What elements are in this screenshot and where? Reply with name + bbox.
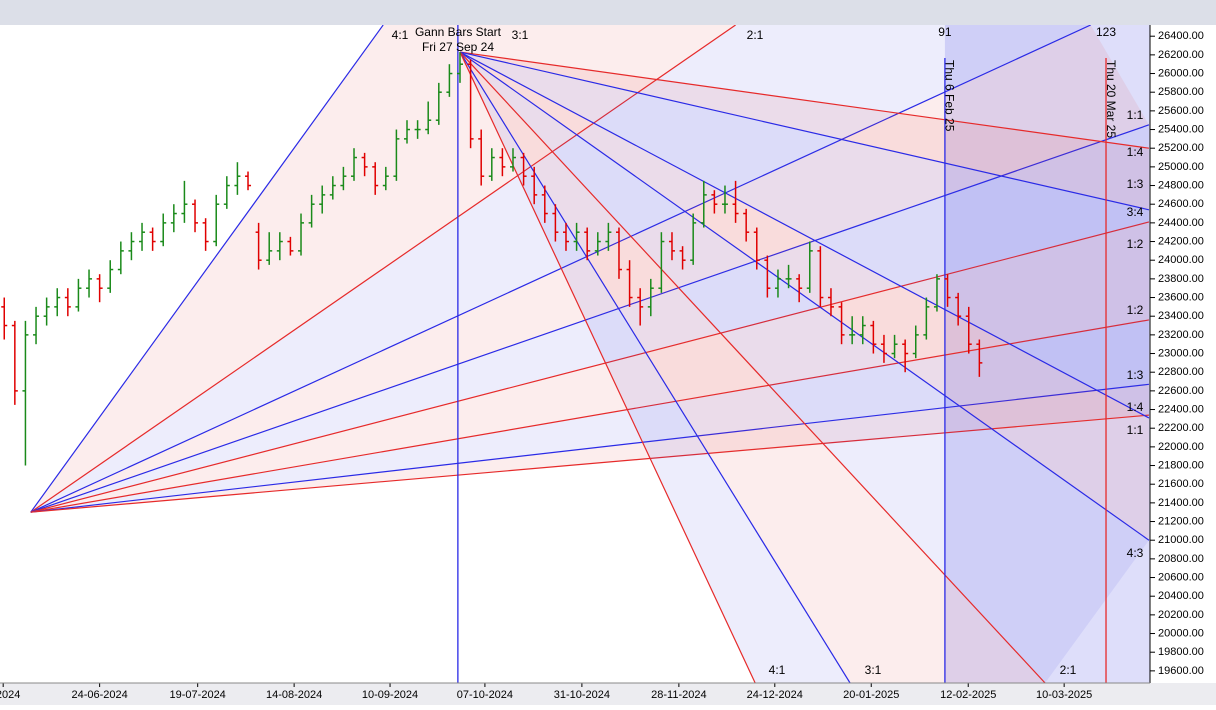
plot-layer (1, 25, 1150, 683)
x-tick-label: 19-07-2024 (170, 689, 226, 701)
y-tick-label: 26200.00 (1158, 49, 1204, 61)
y-tick-label: 19600.00 (1158, 665, 1204, 677)
y-tick-label: 22200.00 (1158, 422, 1204, 434)
fan-line (30, 25, 736, 513)
fan-line (459, 51, 1150, 149)
fan-label: 2:1 (1060, 663, 1077, 677)
overlay-layer: Thu 6 Feb 25 91 Thu 20 Mar 25 123 4:1 3:1 2:1 1… (0, 25, 1204, 701)
y-tick-label: 24000.00 (1158, 254, 1204, 266)
y-tick-label: 22000.00 (1158, 441, 1204, 453)
x-axis-panel (0, 683, 1216, 705)
y-tick-label: 24800.00 (1158, 179, 1204, 191)
fan-label: 1:3 (1127, 177, 1144, 191)
fan-line (30, 383, 1150, 513)
y-tick-label: 21200.00 (1158, 515, 1204, 527)
x-tick-label: 5-2024 (0, 689, 20, 701)
fan-label: 1:2 (1127, 303, 1144, 317)
y-tick-label: 24400.00 (1158, 217, 1204, 229)
y-tick-label: 24600.00 (1158, 198, 1204, 210)
y-tick-label: 22600.00 (1158, 385, 1204, 397)
bar-count: 123 (1096, 25, 1116, 39)
fan-label: 4:1 (392, 28, 409, 42)
fan-label: 4:3 (1127, 546, 1144, 560)
y-tick-label: 20600.00 (1158, 571, 1204, 583)
fan-label: 1:4 (1127, 400, 1144, 414)
fan-label: 3:1 (865, 663, 882, 677)
y-tick-label: 25000.00 (1158, 161, 1204, 173)
time-label: Thu 20 Mar 25 (1104, 60, 1118, 138)
y-tick-label: 21600.00 (1158, 478, 1204, 490)
x-tick-label: 20-01-2025 (843, 689, 899, 701)
fan-label: 1:1 (1127, 423, 1144, 437)
y-tick-label: 21400.00 (1158, 497, 1204, 509)
x-tick-label: 10-03-2025 (1036, 689, 1092, 701)
x-tick-label: 24-06-2024 (71, 689, 127, 701)
x-tick-label: 10-09-2024 (362, 689, 418, 701)
y-tick-label: 26400.00 (1158, 30, 1204, 42)
fan-label: 1:4 (1127, 145, 1144, 159)
y-tick-label: 21800.00 (1158, 459, 1204, 471)
fan-line (459, 51, 1150, 541)
fan-label: 2:1 (747, 28, 764, 42)
x-tick-label: 14-08-2024 (266, 689, 322, 701)
fan-line (30, 319, 1150, 513)
bar-count: 91 (938, 25, 952, 39)
chart-subtitle: Fri 27 Sep 24 (422, 40, 494, 54)
y-tick-label: 23600.00 (1158, 291, 1204, 303)
y-tick-label: 21000.00 (1158, 534, 1204, 546)
y-tick-label: 20000.00 (1158, 627, 1204, 639)
fan-label: 4:1 (769, 663, 786, 677)
y-tick-label: 25400.00 (1158, 123, 1204, 135)
y-tick-label: 23200.00 (1158, 329, 1204, 341)
x-tick-label: 31-10-2024 (554, 689, 610, 701)
fan-label: 1:2 (1127, 237, 1144, 251)
fan-line (30, 124, 1150, 513)
y-tick-label: 20800.00 (1158, 553, 1204, 565)
fan-line (30, 25, 384, 513)
y-axis-panel (1150, 25, 1216, 683)
top-band (0, 0, 1216, 25)
time-label: Thu 6 Feb 25 (943, 60, 957, 132)
y-tick-label: 25200.00 (1158, 142, 1204, 154)
y-tick-label: 25800.00 (1158, 86, 1204, 98)
y-tick-label: 25600.00 (1158, 105, 1204, 117)
fan-line (459, 51, 756, 683)
y-tick-label: 22800.00 (1158, 366, 1204, 378)
fan-line (459, 51, 1046, 683)
x-tick-label: 24-12-2024 (747, 689, 803, 701)
y-tick-label: 24200.00 (1158, 235, 1204, 247)
fan-fill (460, 52, 1149, 683)
fan-fill (30, 25, 1149, 513)
y-tick-label: 20400.00 (1158, 590, 1204, 602)
fan-label: 3:1 (512, 28, 529, 42)
x-tick-label: 28-11-2024 (651, 689, 706, 701)
chart-title: Gann Bars Start (415, 25, 502, 39)
fan-label: 3:4 (1127, 205, 1144, 219)
x-tick-label: 07-10-2024 (457, 689, 513, 701)
fan-line (30, 414, 1149, 513)
fan-line (30, 221, 1150, 513)
y-tick-label: 26000.00 (1158, 67, 1204, 79)
fan-line (459, 51, 1150, 211)
fan-label: 1:3 (1127, 368, 1144, 382)
y-tick-label: 23000.00 (1158, 347, 1204, 359)
y-tick-label: 23800.00 (1158, 273, 1204, 285)
y-tick-label: 19800.00 (1158, 646, 1204, 658)
fan-line (459, 51, 851, 683)
plot-area (0, 25, 1150, 683)
y-tick-label: 22400.00 (1158, 403, 1204, 415)
x-tick-label: 12-02-2025 (940, 689, 996, 701)
fan-line (459, 51, 1150, 419)
fan-label: 1:1 (1127, 108, 1144, 122)
y-tick-label: 20200.00 (1158, 609, 1204, 621)
y-tick-label: 23400.00 (1158, 310, 1204, 322)
